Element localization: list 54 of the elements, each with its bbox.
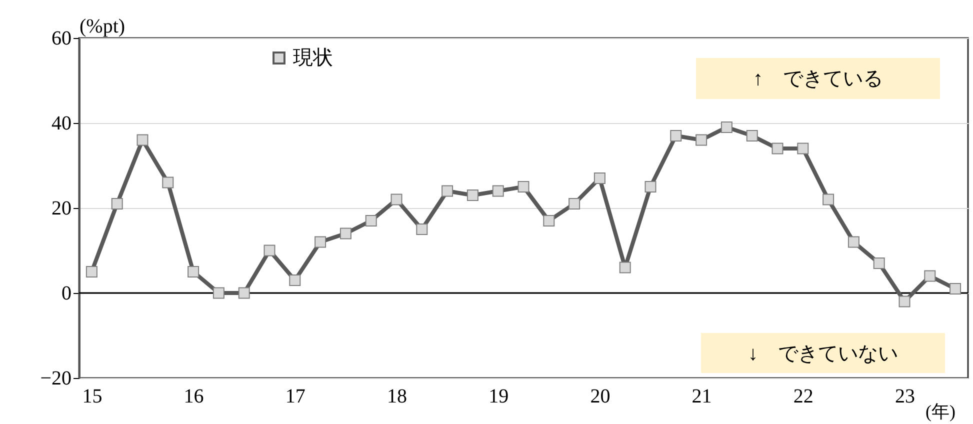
- point: [696, 134, 708, 146]
- x-tick-label: 23: [895, 386, 915, 408]
- x-tick-label: 21: [692, 386, 712, 408]
- x-tick-label: 17: [285, 386, 306, 408]
- point: [314, 236, 326, 248]
- point: [365, 215, 377, 226]
- callout-box: ↑ できている: [696, 58, 940, 99]
- point: [543, 215, 555, 226]
- point: [188, 266, 200, 278]
- point: [212, 287, 224, 299]
- point: [797, 142, 809, 154]
- x-tick-label: 22: [793, 386, 814, 408]
- point: [111, 198, 123, 210]
- point: [568, 198, 580, 210]
- y-tick-label: 0: [62, 282, 72, 304]
- x-axis-title: (年): [926, 402, 956, 422]
- y-tick-label: 20: [52, 198, 72, 220]
- x-tick-label: 15: [82, 386, 102, 408]
- point: [162, 176, 174, 188]
- point: [518, 181, 530, 192]
- x-tick-label: 19: [488, 386, 509, 408]
- point: [898, 296, 910, 308]
- point: [442, 185, 454, 197]
- point: [86, 266, 98, 278]
- point: [746, 130, 758, 142]
- point: [950, 283, 962, 294]
- point: [619, 262, 631, 274]
- point: [670, 130, 682, 142]
- y-axis-title: (%pt): [80, 16, 126, 38]
- point: [720, 122, 732, 133]
- point: [289, 274, 301, 286]
- point: [340, 228, 352, 240]
- point: [594, 172, 606, 184]
- y-tick-label: 60: [52, 28, 72, 50]
- y-tick-label: 40: [52, 112, 72, 134]
- point: [264, 244, 276, 256]
- legend-label: 現状: [293, 47, 333, 69]
- x-tick-label: 16: [184, 386, 204, 408]
- point: [238, 287, 250, 299]
- point: [848, 236, 860, 248]
- point: [390, 194, 402, 206]
- point: [924, 270, 936, 282]
- callout-box: ↓ できていない: [701, 333, 945, 373]
- point: [644, 181, 656, 192]
- point: [822, 194, 834, 206]
- point: [466, 190, 478, 201]
- point: [492, 185, 504, 197]
- point: [136, 134, 148, 146]
- point: [772, 142, 784, 154]
- x-tick-label: 20: [590, 386, 610, 408]
- x-tick-label: 18: [387, 386, 407, 408]
- y-tick-label: −20: [40, 368, 72, 390]
- point: [873, 258, 885, 269]
- point: [416, 224, 428, 235]
